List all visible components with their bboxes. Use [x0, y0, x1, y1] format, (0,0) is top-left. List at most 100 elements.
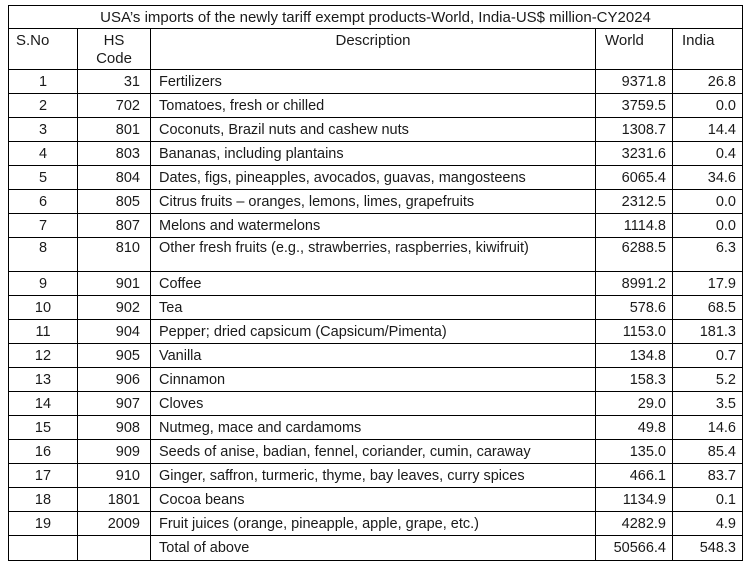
table-row: 14 907 Cloves 29.0 3.5	[8, 391, 743, 416]
table-row: 9 901 Coffee 8991.2 17.9	[8, 271, 743, 296]
hs-code-cell: 904	[77, 319, 151, 344]
total-label-cell: Total of above	[150, 535, 596, 561]
description-cell: Fertilizers	[150, 69, 596, 94]
table-row: 6 805 Citrus fruits – oranges, lemons, lim…	[8, 189, 743, 214]
hs-code-cell: 908	[77, 415, 151, 440]
world-value-cell: 1134.9	[595, 487, 673, 512]
world-value-cell: 135.0	[595, 439, 673, 464]
world-value-cell: 9371.8	[595, 69, 673, 94]
world-value-cell: 3759.5	[595, 93, 673, 118]
table-row: 19 2009 Fruit juices (orange, pineapple, a…	[8, 511, 743, 536]
total-row: Total of above 50566.4 548.3	[8, 535, 743, 561]
world-value-cell: 6065.4	[595, 165, 673, 190]
india-value-cell: 34.6	[672, 165, 743, 190]
india-value-cell: 68.5	[672, 295, 743, 320]
india-value-cell: 83.7	[672, 463, 743, 488]
description-cell: Vanilla	[150, 343, 596, 368]
sno-cell: 4	[8, 141, 78, 166]
hs-code-cell: 803	[77, 141, 151, 166]
world-value-cell: 1153.0	[595, 319, 673, 344]
india-value-cell: 85.4	[672, 439, 743, 464]
world-value-cell: 158.3	[595, 367, 673, 392]
table-row: 3 801 Coconuts, Brazil nuts and cashew nut…	[8, 117, 743, 142]
description-cell: Dates, figs, pineapples, avocados, guava…	[150, 165, 596, 190]
india-value-cell: 5.2	[672, 367, 743, 392]
world-value-cell: 466.1	[595, 463, 673, 488]
description-cell: Ginger, saffron, turmeric, thyme, bay le…	[150, 463, 596, 488]
sno-cell: 8	[8, 237, 78, 272]
total-world-cell: 50566.4	[595, 535, 673, 561]
hs-code-cell: 909	[77, 439, 151, 464]
india-value-cell: 26.8	[672, 69, 743, 94]
sno-cell: 15	[8, 415, 78, 440]
table-row: 11 904 Pepper; dried capsicum (Capsicum/Pi…	[8, 319, 743, 344]
sno-cell: 12	[8, 343, 78, 368]
table-row: 7 807 Melons and watermelons 1114.8 0.0	[8, 213, 743, 238]
world-value-cell: 134.8	[595, 343, 673, 368]
sno-cell: 19	[8, 511, 78, 536]
sno-cell: 11	[8, 319, 78, 344]
india-value-cell: 0.0	[672, 213, 743, 238]
sno-cell: 17	[8, 463, 78, 488]
hs-code-cell: 31	[77, 69, 151, 94]
world-value-cell: 49.8	[595, 415, 673, 440]
world-value-cell: 2312.5	[595, 189, 673, 214]
sno-cell: 7	[8, 213, 78, 238]
table-row: 1 31 Fertilizers 9371.8 26.8	[8, 69, 743, 94]
description-cell: Tomatoes, fresh or chilled	[150, 93, 596, 118]
description-cell: Cocoa beans	[150, 487, 596, 512]
world-value-cell: 29.0	[595, 391, 673, 416]
sno-cell: 3	[8, 117, 78, 142]
imports-table: USA’s imports of the newly tariff exempt…	[8, 5, 743, 561]
table-title: USA’s imports of the newly tariff exempt…	[8, 5, 743, 29]
india-value-cell: 0.4	[672, 141, 743, 166]
col-header-hs-line2: Code	[96, 50, 132, 67]
description-cell: Other fresh fruits (e.g., strawberries, …	[150, 237, 596, 272]
col-header-hs-line1: HS	[103, 32, 125, 49]
table-row: 5 804 Dates, figs, pineapples, avocados, g…	[8, 165, 743, 190]
sno-cell: 14	[8, 391, 78, 416]
table-row: 15 908 Nutmeg, mace and cardamoms 49.8 14.6	[8, 415, 743, 440]
hs-code-cell: 702	[77, 93, 151, 118]
sno-cell: 1	[8, 69, 78, 94]
india-value-cell: 14.6	[672, 415, 743, 440]
hs-code-cell: 805	[77, 189, 151, 214]
india-value-cell: 3.5	[672, 391, 743, 416]
table-row: 16 909 Seeds of anise, badian, fennel, cor…	[8, 439, 743, 464]
description-cell: Bananas, including plantains	[150, 141, 596, 166]
col-header-description: Description	[150, 28, 596, 70]
sno-cell: 6	[8, 189, 78, 214]
world-value-cell: 578.6	[595, 295, 673, 320]
india-value-cell: 0.1	[672, 487, 743, 512]
total-india-cell: 548.3	[672, 535, 743, 561]
total-hs-cell	[77, 535, 151, 561]
sno-cell: 13	[8, 367, 78, 392]
col-header-world: World	[595, 28, 673, 70]
world-value-cell: 1114.8	[595, 213, 673, 238]
hs-code-cell: 804	[77, 165, 151, 190]
table-title-row: USA’s imports of the newly tariff exempt…	[8, 5, 743, 29]
sno-cell: 9	[8, 271, 78, 296]
table-row: 18 1801 Cocoa beans 1134.9 0.1	[8, 487, 743, 512]
table-row: 4 803 Bananas, including plantains 3231.6 0.…	[8, 141, 743, 166]
description-cell: Coconuts, Brazil nuts and cashew nuts	[150, 117, 596, 142]
sno-cell: 5	[8, 165, 78, 190]
table-row: 12 905 Vanilla 134.8 0.7	[8, 343, 743, 368]
sno-cell: 2	[8, 93, 78, 118]
description-cell: Citrus fruits – oranges, lemons, limes, …	[150, 189, 596, 214]
hs-code-cell: 2009	[77, 511, 151, 536]
description-cell: Coffee	[150, 271, 596, 296]
description-cell: Pepper; dried capsicum (Capsicum/Pimenta…	[150, 319, 596, 344]
india-value-cell: 6.3	[672, 237, 743, 272]
description-cell: Cloves	[150, 391, 596, 416]
india-value-cell: 181.3	[672, 319, 743, 344]
india-value-cell: 0.0	[672, 189, 743, 214]
world-value-cell: 8991.2	[595, 271, 673, 296]
col-header-hs-code: HS Code	[77, 28, 151, 70]
description-cell: Seeds of anise, badian, fennel, coriande…	[150, 439, 596, 464]
india-value-cell: 0.7	[672, 343, 743, 368]
world-value-cell: 3231.6	[595, 141, 673, 166]
table-body: 1 31 Fertilizers 9371.8 26.8 2 702 Tomatoes, fr…	[8, 69, 743, 536]
sno-cell: 16	[8, 439, 78, 464]
sno-cell: 10	[8, 295, 78, 320]
